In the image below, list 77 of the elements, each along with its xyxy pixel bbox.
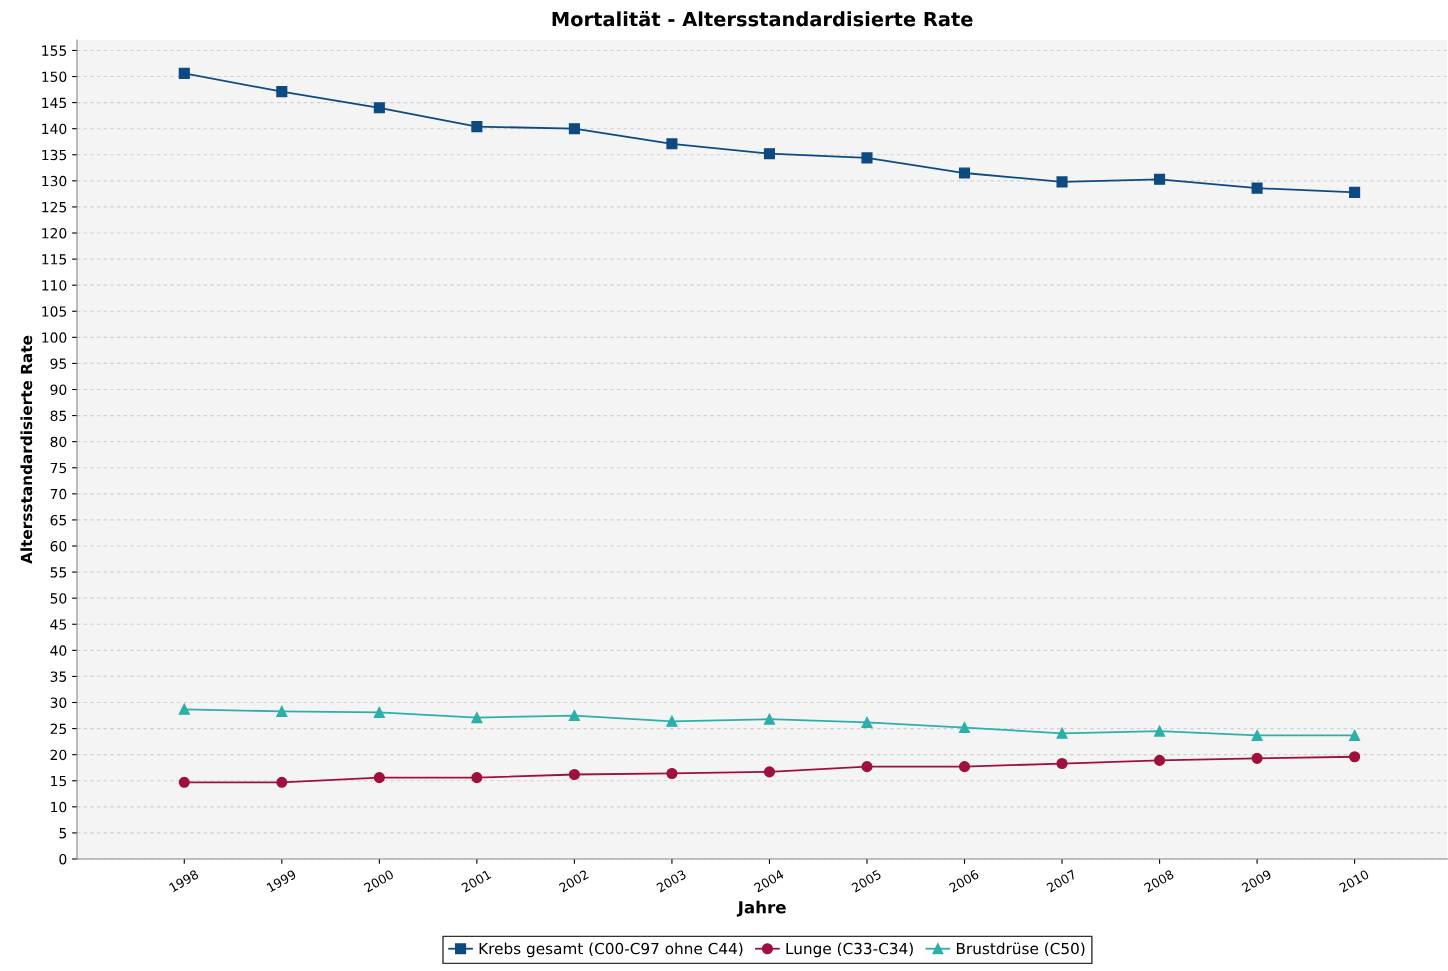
- y-tick-label: 90: [50, 384, 67, 395]
- point: [763, 148, 776, 160]
- y-tick-label: 150: [42, 71, 67, 82]
- point: [1349, 186, 1361, 198]
- y-axis-title: Altersstandardisierte Rate: [20, 335, 33, 564]
- y-tick-label: 20: [50, 749, 67, 761]
- point: [276, 776, 288, 788]
- point: [1251, 729, 1263, 741]
- y-tick-label: 115: [42, 254, 67, 265]
- point: [666, 767, 678, 780]
- y-tick-label: 15: [51, 775, 67, 787]
- point: [861, 716, 873, 728]
- point: [1349, 729, 1361, 741]
- point: [471, 121, 483, 133]
- point: [373, 706, 385, 718]
- point: [666, 138, 678, 150]
- point: [1056, 727, 1068, 739]
- point: [471, 772, 483, 784]
- point: [1251, 752, 1263, 764]
- point: [178, 703, 190, 715]
- y-tick-label: 125: [42, 201, 67, 213]
- y-tick-label: 10: [51, 801, 67, 813]
- point: [471, 712, 483, 724]
- point: [958, 167, 971, 179]
- y-tick-label: 0: [59, 853, 67, 865]
- point: [1154, 173, 1166, 185]
- point: [763, 766, 776, 778]
- y-tick-label: 130: [42, 175, 67, 187]
- point: [568, 123, 580, 135]
- y-tick-label: 30: [50, 697, 67, 708]
- y-tick-label: 5: [59, 828, 67, 839]
- point: [1251, 182, 1263, 194]
- y-tick-label: 100: [42, 332, 67, 343]
- point: [666, 715, 678, 727]
- point: [178, 67, 190, 79]
- point: [1154, 754, 1166, 766]
- y-tick-label: 105: [42, 306, 67, 317]
- point: [763, 713, 776, 725]
- y-tick-label: 45: [50, 619, 67, 630]
- point: [1056, 176, 1068, 188]
- y-tick-label: 140: [42, 123, 67, 135]
- y-tick-label: 35: [50, 671, 67, 682]
- point: [568, 709, 580, 722]
- y-tick-label: 55: [50, 567, 67, 578]
- y-tick-label: 85: [50, 410, 67, 422]
- point: [276, 86, 288, 98]
- point: [1349, 751, 1361, 763]
- y-tick-label: 135: [42, 149, 67, 161]
- point: [373, 772, 385, 784]
- y-tick-label: 70: [50, 488, 67, 500]
- point: [958, 761, 971, 773]
- point: [861, 761, 873, 773]
- legend-label: Brustdrüse (C50): [956, 942, 1085, 957]
- y-tick-label: 155: [42, 45, 67, 56]
- point: [276, 705, 288, 717]
- y-tick-label: 75: [50, 462, 67, 474]
- legend-label: Krebs gesamt (C00-C97 ohne C44): [479, 942, 743, 958]
- y-tick-label: 145: [42, 97, 67, 109]
- legend-label: Lunge (C33-C34): [786, 942, 913, 958]
- x-axis-title: Jahre: [736, 900, 786, 917]
- point: [958, 721, 971, 734]
- y-tick-label: 65: [50, 514, 67, 526]
- y-tick-label: 60: [50, 540, 67, 552]
- point: [1154, 725, 1166, 737]
- point: [178, 776, 190, 788]
- y-tick-label: 95: [50, 358, 67, 369]
- point: [568, 768, 580, 781]
- y-tick-label: 110: [42, 280, 67, 291]
- point: [373, 102, 385, 114]
- point: [861, 152, 873, 164]
- y-tick-label: 80: [50, 436, 67, 448]
- chart-title: Mortalität - Altersstandardisierte Rate: [552, 11, 973, 27]
- y-tick-label: 50: [50, 593, 67, 604]
- y-tick-label: 40: [50, 645, 67, 656]
- point: [1056, 757, 1068, 770]
- y-tick-label: 25: [50, 723, 67, 735]
- y-tick-label: 120: [42, 227, 67, 239]
